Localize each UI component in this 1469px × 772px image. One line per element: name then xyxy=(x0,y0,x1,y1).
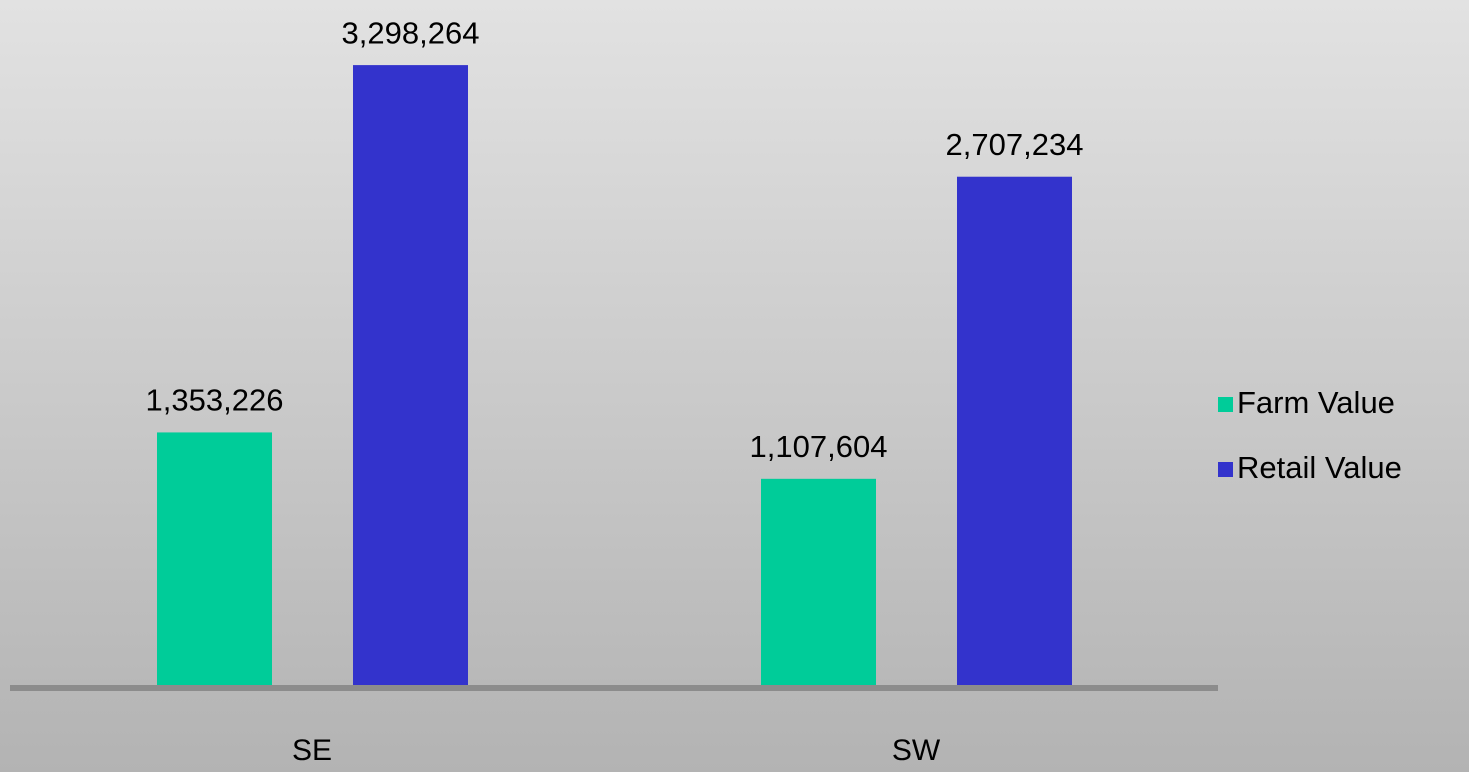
x-tick-label: SE xyxy=(292,734,332,767)
bar xyxy=(957,176,1072,688)
bar xyxy=(157,432,272,688)
legend-swatch xyxy=(1218,397,1233,412)
bar xyxy=(353,65,468,688)
data-label: 1,107,604 xyxy=(750,429,888,464)
data-label: 3,298,264 xyxy=(342,15,480,50)
bar xyxy=(761,478,876,688)
x-tick-label: SW xyxy=(892,734,941,767)
legend-swatch xyxy=(1218,462,1233,477)
data-label: 1,353,226 xyxy=(146,383,284,418)
legend-label: Farm Value xyxy=(1237,385,1395,420)
data-label: 2,707,234 xyxy=(946,127,1084,162)
legend-label: Retail Value xyxy=(1237,450,1402,485)
